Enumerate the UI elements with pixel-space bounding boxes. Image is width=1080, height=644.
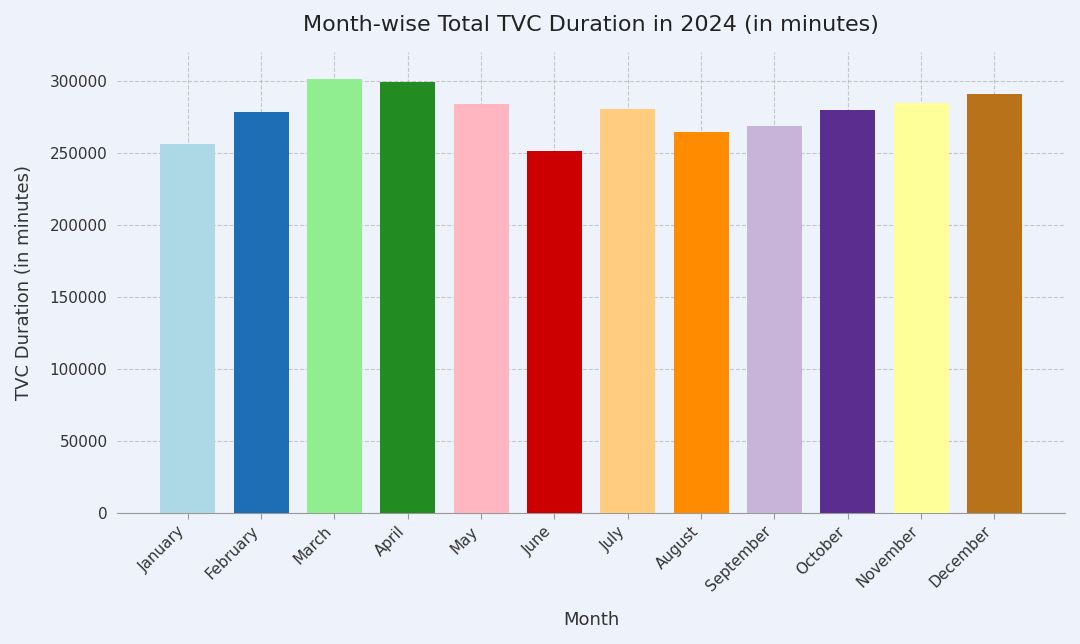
Bar: [600, 109, 656, 513]
Bar: [380, 82, 435, 513]
Bar: [674, 132, 729, 513]
Bar: [233, 113, 288, 513]
Y-axis label: TVC Duration (in minutes): TVC Duration (in minutes): [15, 165, 33, 400]
Bar: [307, 79, 362, 513]
Bar: [821, 109, 875, 513]
Title: Month-wise Total TVC Duration in 2024 (in minutes): Month-wise Total TVC Duration in 2024 (i…: [303, 15, 879, 35]
Bar: [967, 93, 1022, 513]
Bar: [454, 104, 509, 513]
Bar: [893, 103, 948, 513]
Bar: [160, 144, 215, 513]
Bar: [747, 126, 802, 513]
Bar: [527, 151, 582, 513]
X-axis label: Month: Month: [563, 611, 619, 629]
